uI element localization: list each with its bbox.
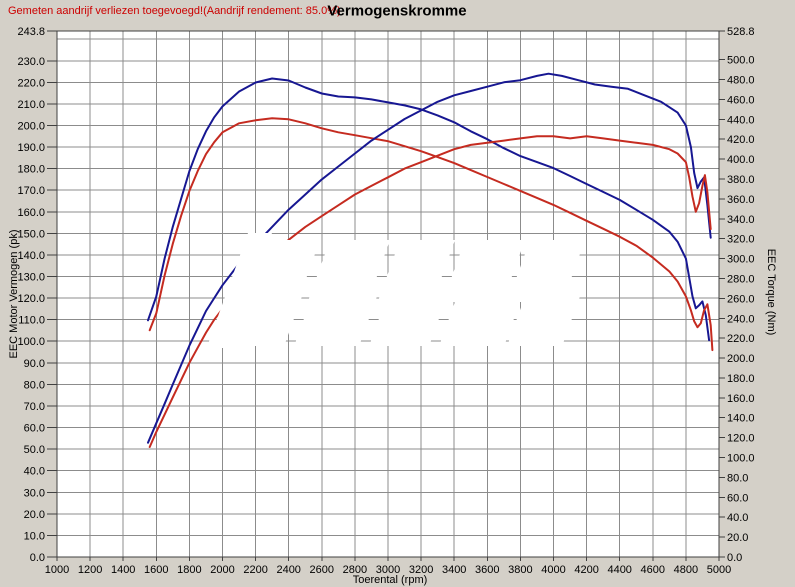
x-tick-label: 1200 [78, 564, 102, 576]
x-tick-label: 3800 [508, 564, 532, 576]
drivetrain-loss-warning: Gemeten aandrijf verliezen toegevoegd!(A… [8, 5, 341, 17]
x-tick-label: 4200 [574, 564, 598, 576]
left-tick-label: 180.0 [17, 164, 45, 176]
watermark-glyph [294, 288, 380, 346]
x-tick-label: 4400 [607, 564, 631, 576]
left-tick-label: 210.0 [17, 99, 45, 111]
watermark [206, 233, 585, 348]
right-tick-label: 120.0 [727, 433, 755, 445]
x-tick-label: 4600 [641, 564, 665, 576]
right-tick-label: 160.0 [727, 393, 755, 405]
x-tick-label: 1400 [111, 564, 135, 576]
watermark-glyph [439, 288, 525, 346]
x-tick-label: 5000 [707, 564, 731, 576]
left-tick-label: 40.0 [24, 466, 45, 478]
right-tick-label: 140.0 [727, 413, 755, 425]
left-tick-label: 170.0 [17, 185, 45, 197]
watermark-glyph [442, 240, 525, 302]
left-tick-label: 140.0 [17, 250, 45, 262]
curve-torque-red [148, 117, 714, 352]
right-tick-label: 420.0 [727, 134, 755, 146]
left-tick-label: 50.0 [24, 444, 45, 456]
left-tick-label: 110.0 [18, 315, 45, 327]
curve-power-red [148, 135, 712, 448]
right-tick-label: 60.0 [727, 492, 748, 504]
left-tick-label: 70.0 [24, 401, 45, 413]
left-tick-label: 80.0 [24, 379, 45, 391]
x-tick-label: 2800 [343, 564, 367, 576]
left-tick-label: 20.0 [24, 509, 45, 521]
right-tick-label: 340.0 [727, 214, 755, 226]
right-tick-label: 240.0 [727, 313, 755, 325]
watermark-glyph [507, 288, 583, 346]
right-tick-label: 528.8 [727, 26, 755, 38]
left-tick-label: 190.0 [17, 142, 45, 154]
x-tick-label: 2000 [210, 564, 234, 576]
left-tick-label: 230.0 [17, 56, 45, 68]
right-tick-label: 80.0 [727, 472, 748, 484]
right-axis-title: EEC Torque (Nm) [765, 248, 777, 336]
x-tick-label: 1000 [45, 564, 69, 576]
x-tick-label: 4800 [674, 564, 698, 576]
right-tick-label: 400.0 [727, 154, 755, 166]
watermark-glyph [307, 240, 390, 302]
right-tick-label: 440.0 [727, 114, 755, 126]
watermark-glyph [377, 240, 455, 302]
watermark-glyph [369, 288, 450, 346]
curve-torque-blue [147, 77, 711, 342]
curve-power-blue [147, 72, 712, 444]
left-tick-label: 0.0 [30, 552, 45, 564]
left-tick-label: 60.0 [24, 423, 45, 435]
left-axis-title: EEC Motor Vermogen (pk) [8, 229, 20, 359]
watermark-glyph [507, 240, 585, 302]
left-tick-label: 10.0 [24, 530, 45, 542]
right-tick-label: 460.0 [727, 94, 755, 106]
x-tick-label: 2200 [243, 564, 267, 576]
x-tick-label: 1600 [144, 564, 168, 576]
left-tick-label: 150.0 [17, 228, 45, 240]
watermark-glyph [224, 288, 305, 346]
left-tick-label: 200.0 [17, 120, 45, 132]
left-tick-label: 30.0 [24, 487, 45, 499]
x-tick-label: 3200 [409, 564, 433, 576]
right-tick-label: 360.0 [727, 194, 755, 206]
right-tick-label: 480.0 [727, 75, 755, 87]
watermark-glyph [242, 240, 320, 302]
right-tick-label: 180.0 [727, 373, 755, 385]
x-tick-label: 2600 [310, 564, 334, 576]
x-tick-label: 1800 [177, 564, 201, 576]
left-tick-label: 243.8 [17, 26, 45, 38]
left-tick-label: 160.0 [17, 207, 45, 219]
left-tick-label: 90.0 [24, 358, 45, 370]
right-tick-label: 220.0 [727, 333, 755, 345]
right-tick-label: 300.0 [727, 254, 755, 266]
x-axis-title: Toerental (rpm) [352, 574, 428, 586]
x-tick-label: 4000 [541, 564, 565, 576]
right-tick-label: 20.0 [727, 532, 748, 544]
left-tick-label: 130.0 [17, 272, 45, 284]
right-tick-label: 40.0 [727, 512, 748, 524]
left-tick-label: 100.0 [17, 336, 45, 348]
right-tick-label: 260.0 [727, 293, 755, 305]
watermark-glyph [206, 233, 272, 348]
right-tick-label: 500.0 [727, 55, 755, 67]
x-tick-label: 2400 [276, 564, 300, 576]
x-tick-label: 3600 [475, 564, 499, 576]
left-tick-label: 120.0 [17, 293, 45, 305]
x-tick-label: 3400 [442, 564, 466, 576]
right-tick-label: 280.0 [727, 273, 755, 285]
x-tick-label: 3000 [376, 564, 400, 576]
left-tick-label: 220.0 [17, 77, 45, 89]
right-tick-label: 200.0 [727, 353, 755, 365]
chart-title: Vermogenskromme [327, 2, 467, 20]
right-tick-label: 0.0 [727, 552, 742, 564]
right-tick-label: 380.0 [727, 174, 755, 186]
right-tick-label: 320.0 [727, 234, 755, 246]
right-tick-label: 100.0 [727, 453, 755, 465]
